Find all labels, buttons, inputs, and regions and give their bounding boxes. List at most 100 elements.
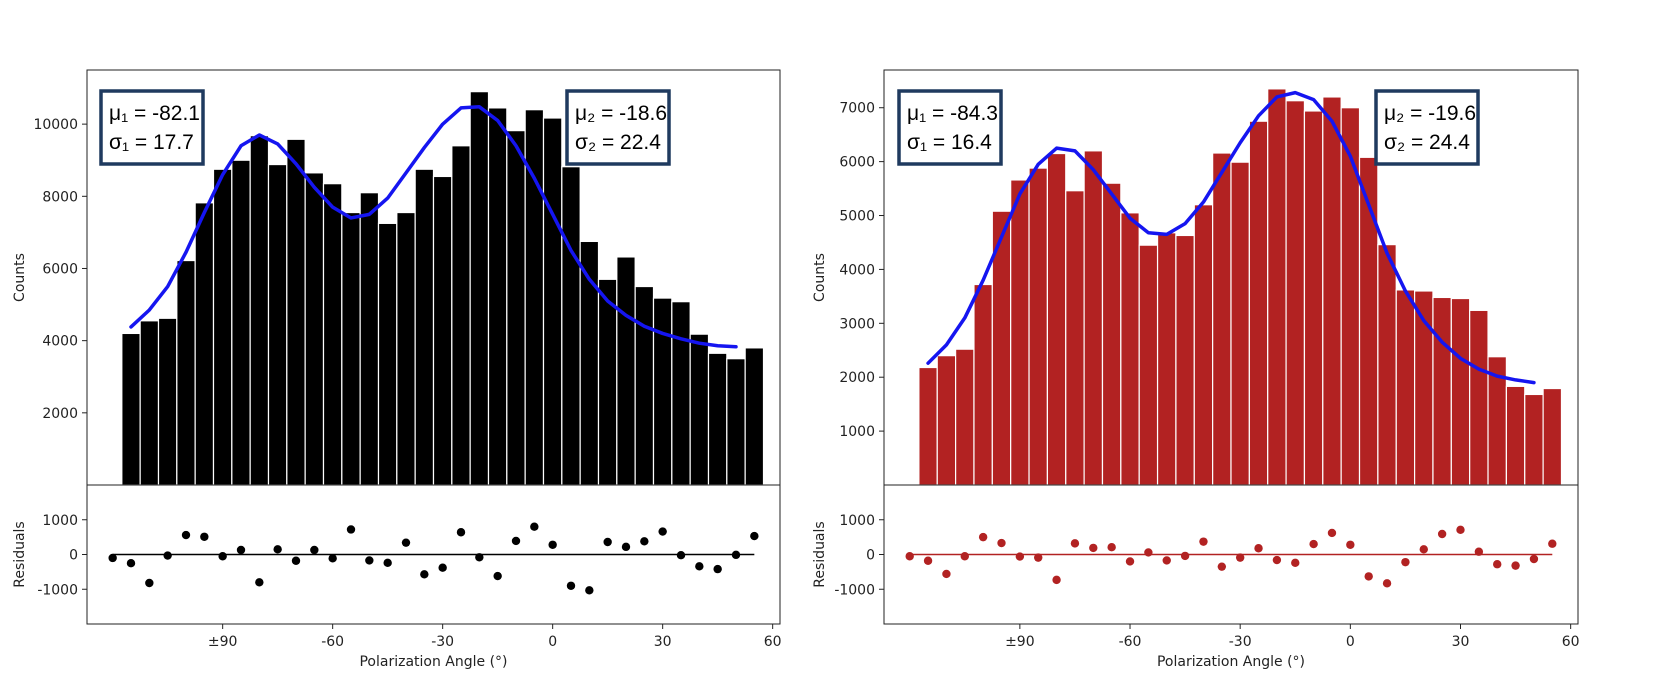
y-axis-label: Counts xyxy=(12,253,28,302)
residual-point xyxy=(621,542,631,552)
residual-tick-label: -1000 xyxy=(37,582,78,598)
x-tick-label: ±90 xyxy=(1005,634,1035,650)
fit-parameter-box: μ₁ = -82.1 σ₁ = 17.7 xyxy=(99,89,205,166)
residual-point xyxy=(1511,561,1520,570)
residual-tick-label: 1000 xyxy=(42,513,78,529)
residual-point xyxy=(1272,555,1282,565)
residual-point xyxy=(1235,553,1245,562)
x-axis-label: Polarization Angle (°) xyxy=(359,654,507,670)
y-tick-label: 7000 xyxy=(839,101,875,117)
residual-point xyxy=(978,532,988,542)
residuals-axis-label: Residuals xyxy=(812,521,828,587)
histogram-bar xyxy=(1193,204,1214,486)
histogram-bar xyxy=(1340,107,1361,486)
histogram-bar xyxy=(1083,150,1104,486)
histogram-bar xyxy=(973,283,993,486)
residual-point xyxy=(695,562,704,571)
residuals-axis-label: Residuals xyxy=(12,521,28,587)
residual-point xyxy=(585,586,594,595)
residual-point xyxy=(218,552,227,561)
histogram-bar xyxy=(744,347,765,486)
y-tick-label: 10000 xyxy=(33,117,78,133)
histogram-bar xyxy=(918,366,938,486)
fit-parameter-box-border xyxy=(99,89,205,166)
histogram-bar xyxy=(936,355,957,486)
histogram-bar xyxy=(955,348,975,486)
y-tick-label: 4000 xyxy=(839,262,875,278)
residual-point xyxy=(942,569,951,579)
residual-point xyxy=(1382,579,1392,588)
residual-point xyxy=(145,578,154,588)
histogram-bar xyxy=(542,117,563,486)
residual-point xyxy=(1070,539,1080,548)
x-tick-label: 0 xyxy=(548,634,557,650)
mu-label: μ₂ = -19.6 xyxy=(1384,102,1476,125)
sigma-label: σ₂ = 22.4 xyxy=(575,131,661,154)
y-tick-label: 6000 xyxy=(839,155,875,171)
x-tick-label: 30 xyxy=(1452,634,1470,650)
residual-point xyxy=(1437,529,1447,539)
residual-point xyxy=(328,554,337,563)
histogram-bar xyxy=(194,202,215,486)
residual-tick-label: 0 xyxy=(69,548,78,564)
fit-parameter-box-border xyxy=(897,89,1003,166)
histogram-bar xyxy=(1120,212,1140,486)
residual-point xyxy=(1401,557,1410,567)
residual-tick-label: 1000 xyxy=(839,513,875,529)
residual-point xyxy=(1052,575,1061,585)
y-axis-label: Counts xyxy=(812,253,828,302)
histogram-bar xyxy=(506,130,526,486)
mu-label: μ₁ = -84.3 xyxy=(907,102,998,125)
histogram-bar xyxy=(341,211,361,486)
histogram-bar xyxy=(1285,100,1306,486)
histogram-bar xyxy=(469,91,490,486)
histogram-bar xyxy=(1432,296,1452,486)
residual-point xyxy=(420,570,429,579)
histogram-bar xyxy=(1469,309,1489,486)
histogram-bar xyxy=(561,166,581,486)
residual-point xyxy=(108,553,117,563)
y-tick-label: 2000 xyxy=(42,406,78,422)
residual-point xyxy=(658,527,667,536)
sigma-label: σ₁ = 17.7 xyxy=(109,131,194,154)
x-tick-label: -60 xyxy=(321,634,344,650)
histogram-bar xyxy=(212,168,233,486)
mu-label: μ₂ = -18.6 xyxy=(575,102,667,125)
residual-point xyxy=(1034,553,1043,562)
histogram-bar xyxy=(1248,120,1269,486)
fit-parameter-box-border xyxy=(565,89,671,166)
histogram-bar xyxy=(304,172,325,486)
residual-point xyxy=(1254,544,1263,553)
x-tick-label: 0 xyxy=(1346,634,1355,650)
residual-point xyxy=(713,564,722,574)
x-tick-label: -30 xyxy=(1229,634,1252,650)
residual-point xyxy=(163,551,172,560)
residual-tick-label: 0 xyxy=(866,548,875,564)
residual-point xyxy=(310,545,319,555)
residual-point xyxy=(236,545,246,555)
residual-point xyxy=(1089,543,1098,553)
histogram-bar xyxy=(1303,110,1324,486)
residual-point xyxy=(1107,543,1116,552)
residual-point xyxy=(1144,548,1153,557)
histogram-bar xyxy=(726,358,746,486)
histogram-bar xyxy=(1395,289,1416,486)
residual-point xyxy=(1529,554,1539,564)
residual-point xyxy=(493,571,502,581)
histogram-bar xyxy=(1542,387,1563,486)
histogram-bar xyxy=(1138,244,1159,486)
y-tick-label: 5000 xyxy=(839,209,875,225)
residual-point xyxy=(1291,558,1300,568)
y-tick-label: 1000 xyxy=(839,424,875,440)
residual-point xyxy=(401,538,411,547)
mu-label: μ₁ = -82.1 xyxy=(109,102,200,125)
residual-point xyxy=(1217,562,1227,571)
residual-point xyxy=(640,537,649,546)
residual-point xyxy=(1180,551,1190,561)
residual-point xyxy=(750,531,759,541)
residual-point xyxy=(530,522,539,531)
histogram-bar xyxy=(1524,393,1544,486)
residual-point xyxy=(1309,539,1318,549)
residual-point xyxy=(1162,556,1171,565)
x-tick-label: -30 xyxy=(431,634,454,650)
